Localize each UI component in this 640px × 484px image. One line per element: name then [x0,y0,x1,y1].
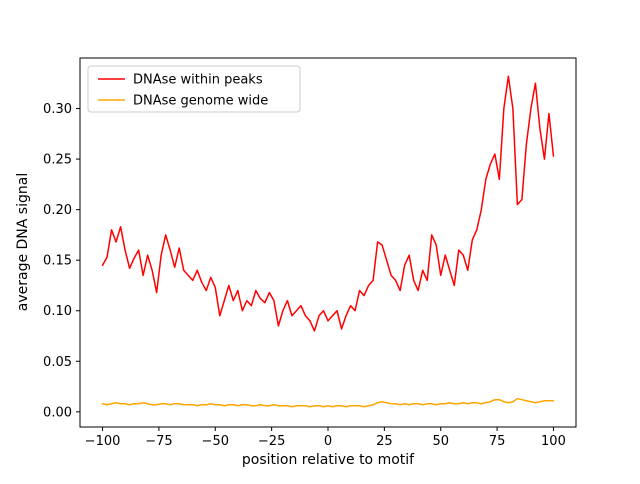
y-tick-label: 0.20 [43,203,72,218]
x-tick-label: 25 [376,434,393,449]
y-tick-label: 0.00 [43,405,72,420]
y-tick-label: 0.30 [43,102,72,117]
x-tick-label: −25 [258,434,285,449]
x-tick-label: −75 [145,434,172,449]
x-tick-label: 75 [489,434,506,449]
series-line-within-peaks [101,75,555,332]
y-tick-label: 0.25 [43,153,72,168]
axes-spines [79,57,577,428]
series-line-genome-wide [101,397,555,408]
y-tick-label: 0.05 [43,355,72,370]
x-tick-label: 0 [324,434,332,449]
legend-label: DNAse genome wide [133,94,268,109]
y-tick-label: 0.10 [43,304,72,319]
y-axis-label: average DNA signal [15,173,31,311]
legend-label: DNAse within peaks [133,73,263,88]
x-tick-label: −100 [85,434,121,449]
y-tick-label: 0.15 [43,254,72,269]
x-tick-label: 100 [541,434,566,449]
x-axis-label: position relative to motif [242,452,415,468]
x-tick-label: 50 [432,434,449,449]
x-tick-label: −50 [202,434,229,449]
legend-box [87,65,301,113]
